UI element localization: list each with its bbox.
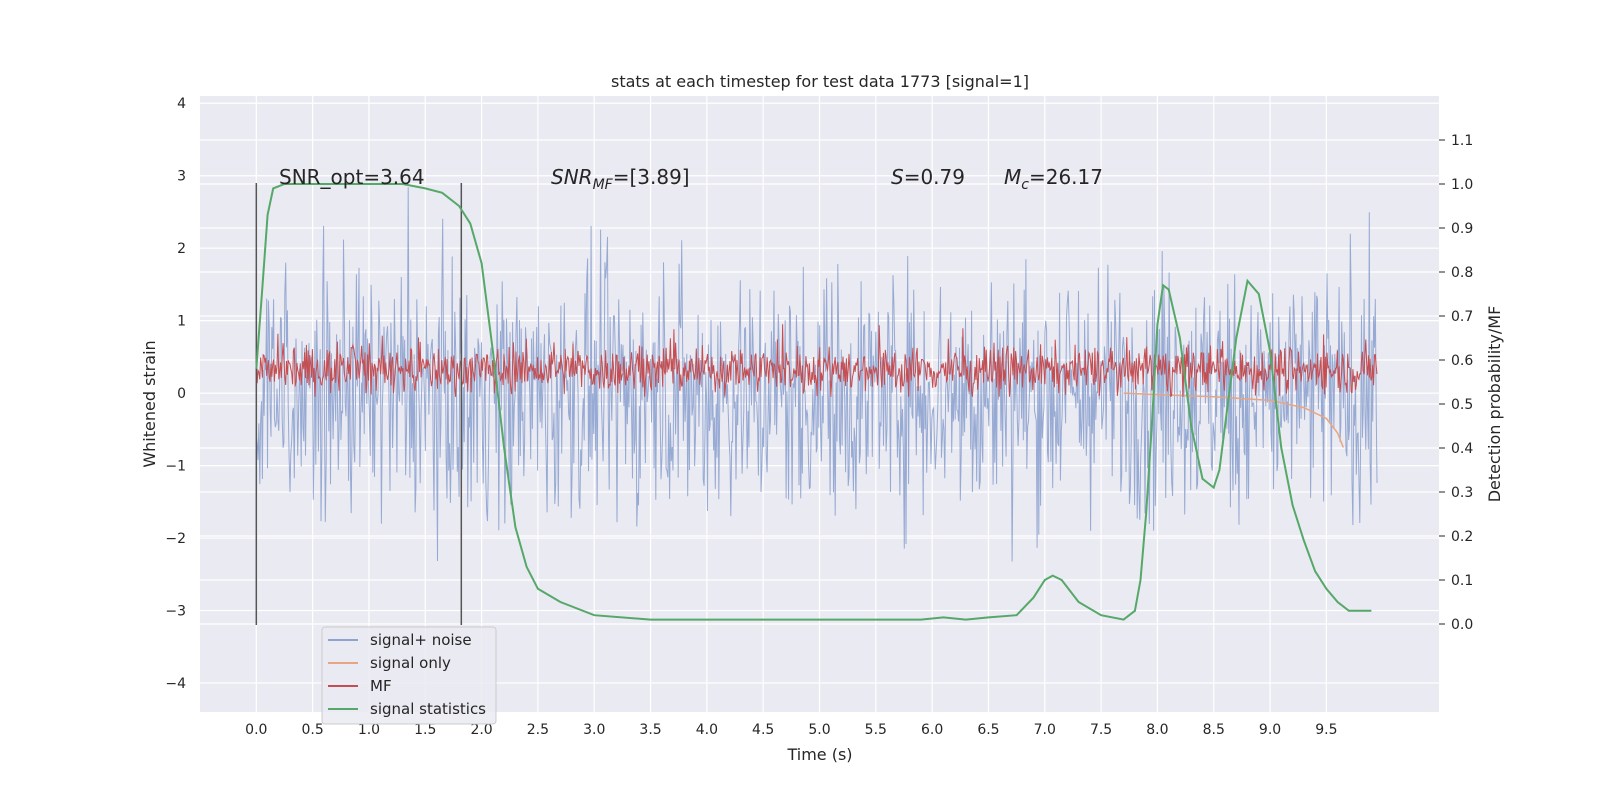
legend: signal+ noise signal only MF signal stat…: [321, 626, 497, 725]
legend-label-signal-statistics: signal statistics: [370, 700, 486, 718]
y-right-tick-label: 0.6: [1451, 353, 1473, 369]
y-right-tick-label: 0.5: [1451, 397, 1473, 413]
snr-mf-subscript: MF: [593, 177, 614, 193]
y-tick-label: 0: [177, 386, 186, 402]
legend-box: [321, 626, 497, 725]
mc-symbol: M: [1004, 165, 1021, 189]
x-tick-label: 1.5: [414, 722, 436, 738]
x-axis-ticks: 0.0 0.5 1.0 1.5 2.0 2.5 3.0 3.5 4.0 4.5 5.0 5.5 6.0 6…: [245, 722, 1337, 738]
y-right-tick-label: 0.3: [1451, 485, 1473, 501]
mc-annotation: Mc=26.17: [1004, 165, 1103, 193]
mc-subscript: c: [1021, 177, 1029, 193]
x-tick-label: 4.0: [696, 722, 718, 738]
chart-title: stats at each timestep for test data 177…: [611, 72, 1029, 91]
y-tick-label: −1: [165, 459, 186, 475]
x-tick-label: 5.0: [808, 722, 830, 738]
x-tick-label: 6.0: [921, 722, 943, 738]
x-tick-label: 2.0: [470, 722, 492, 738]
y-tick-label: −4: [165, 676, 186, 692]
y-right-tick-label: 0.8: [1451, 265, 1473, 281]
x-tick-label: 7.0: [1034, 722, 1056, 738]
signal-statistics-line: [255, 183, 1372, 621]
snr-mf-symbol: SNR: [551, 165, 593, 189]
x-tick-label: 5.5: [865, 722, 887, 738]
y-tick-label: 3: [177, 169, 186, 185]
x-tick-label: 6.5: [977, 722, 999, 738]
legend-label-signal-only: signal only: [370, 654, 451, 672]
signal-only-series: [1123, 392, 1344, 448]
y-tick-label: −2: [165, 531, 186, 547]
x-tick-label: 2.5: [527, 722, 549, 738]
signal-noise-line: [255, 187, 1378, 562]
signal-only-line: [1123, 392, 1344, 448]
mf-series: [255, 324, 1378, 398]
y-right-axis-ticks: 0.0 0.1 0.2 0.3 0.4 0.5 0.6 0.7 0.8 0.9 1.0 1.1: [1439, 133, 1473, 633]
y-axis-title: Whitened strain: [140, 340, 159, 467]
y-right-tick-label: 0.7: [1451, 309, 1473, 325]
y-right-tick-label: 1.0: [1451, 177, 1473, 193]
y-right-tick-label: 1.1: [1451, 133, 1473, 149]
x-tick-label: 3.0: [583, 722, 605, 738]
y-tick-label: 2: [177, 241, 186, 257]
snr-opt-annotation: SNR_opt=3.64: [279, 165, 425, 189]
x-tick-label: 3.5: [639, 722, 661, 738]
snr-mf-value: =[3.89]: [613, 165, 690, 189]
y-right-tick-label: 0.4: [1451, 441, 1473, 457]
x-tick-label: 0.5: [302, 722, 324, 738]
y-tick-label: −3: [165, 604, 186, 620]
mc-value: =26.17: [1029, 165, 1103, 189]
signal-statistics-series: [255, 183, 1372, 621]
legend-label-mf: MF: [370, 677, 392, 695]
legend-label-signal-noise: signal+ noise: [370, 631, 472, 649]
y-tick-label: 1: [177, 314, 186, 330]
s-value: =0.79: [904, 165, 965, 189]
x-tick-label: 8.0: [1146, 722, 1168, 738]
signal-noise-series: [255, 187, 1378, 562]
x-tick-label: 4.5: [752, 722, 774, 738]
x-tick-label: 1.0: [358, 722, 380, 738]
y-right-axis-title: Detection probability/MF: [1485, 306, 1504, 503]
y-axis-ticks: −4 −3 −2 −1 0 1 2 3 4: [165, 96, 186, 692]
y-right-tick-label: 0.9: [1451, 221, 1473, 237]
vertical-markers: [255, 182, 463, 626]
s-annotation: S=0.79: [891, 165, 965, 189]
x-tick-label: 7.5: [1090, 722, 1112, 738]
y-right-tick-label: 0.0: [1451, 617, 1473, 633]
y-right-tick-label: 0.1: [1451, 573, 1473, 589]
x-tick-label: 0.0: [245, 722, 267, 738]
x-tick-label: 9.0: [1259, 722, 1281, 738]
y-right-tick-label: 0.2: [1451, 529, 1473, 545]
snr-mf-annotation: SNRMF=[3.89]: [551, 165, 690, 193]
x-tick-label: 8.5: [1203, 722, 1225, 738]
s-symbol: S: [891, 165, 904, 189]
x-tick-label: 9.5: [1315, 722, 1337, 738]
y-tick-label: 4: [177, 96, 186, 112]
mf-line: [255, 324, 1378, 398]
x-axis-title: Time (s): [786, 745, 852, 764]
